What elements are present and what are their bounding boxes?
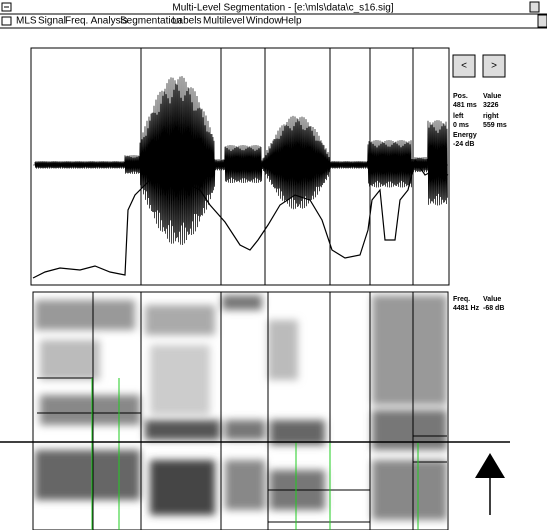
menu-item[interactable]: MLS [16, 16, 37, 27]
info-label: left [453, 113, 464, 120]
scroll-down[interactable] [530, 2, 539, 12]
menu-item[interactable]: Help [281, 16, 302, 27]
menu-item[interactable]: Freq. Analysis [65, 16, 128, 27]
info-value: 481 ms [453, 102, 477, 109]
info-label: Value [483, 296, 501, 303]
info-label: right [483, 113, 499, 120]
restore-button[interactable] [538, 15, 547, 27]
menu-item[interactable]: Multilevel [203, 16, 245, 27]
prev-label: < [461, 61, 467, 72]
info-label: Freq. [453, 296, 470, 303]
info-value: -68 dB [483, 305, 504, 312]
next-label: > [491, 61, 497, 72]
info-label: Energy [453, 132, 477, 139]
menu-item[interactable]: Window [246, 16, 282, 27]
arrow-head [475, 453, 505, 478]
info-value: 3226 [483, 102, 499, 109]
window-title: Multi-Level Segmentation - [e:\mls\data\… [172, 3, 393, 14]
info-value: 0 ms [453, 122, 469, 129]
info-label: Value [483, 93, 501, 100]
info-value: 559 ms [483, 122, 507, 129]
page: {"window": {"title": "Multi-Level Segmen… [0, 0, 547, 530]
info-value: -24 dB [453, 141, 474, 148]
signal-info: Pos. Value 481 ms 3226 left right 0 ms 5… [453, 93, 507, 148]
app-window: Multi-Level Segmentation - [e:\mls\data\… [0, 0, 547, 530]
menu-item[interactable]: Labels [172, 16, 201, 27]
doc-menu[interactable] [2, 17, 11, 25]
info-value: 4481 Hz [453, 305, 480, 312]
menu-item[interactable]: Signal [38, 16, 66, 27]
info-label: Pos. [453, 93, 468, 100]
